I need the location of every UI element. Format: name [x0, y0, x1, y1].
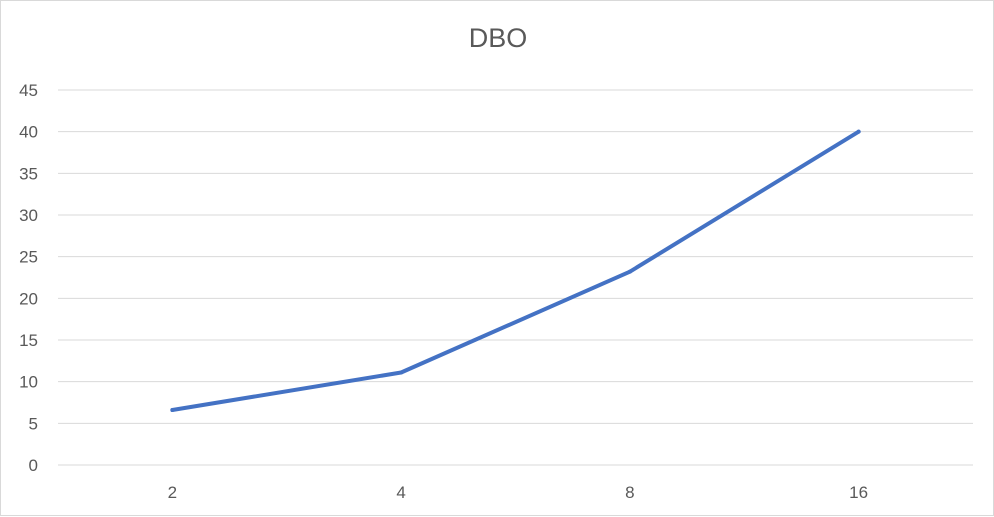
chart-title: DBO	[468, 23, 528, 53]
x-tick-label: 2	[168, 483, 177, 502]
data-point	[399, 370, 404, 375]
data-point	[170, 408, 175, 412]
y-tick-label: 30	[19, 206, 38, 225]
x-tick-label: 4	[396, 483, 405, 502]
x-tick-label: 8	[625, 483, 634, 502]
data-point	[627, 269, 632, 274]
y-tick-label: 25	[19, 248, 38, 267]
y-tick-label: 10	[19, 373, 38, 392]
y-tick-label: 15	[19, 331, 38, 350]
y-tick-label: 35	[19, 164, 38, 183]
x-tick-label: 16	[849, 483, 868, 502]
y-tick-label: 20	[19, 289, 38, 308]
y-tick-label: 0	[29, 456, 38, 475]
data-point	[856, 129, 861, 134]
y-tick-label: 45	[19, 81, 38, 100]
y-tick-label: 5	[29, 414, 38, 433]
y-tick-label: 40	[19, 123, 38, 142]
series-line-0	[170, 129, 861, 412]
